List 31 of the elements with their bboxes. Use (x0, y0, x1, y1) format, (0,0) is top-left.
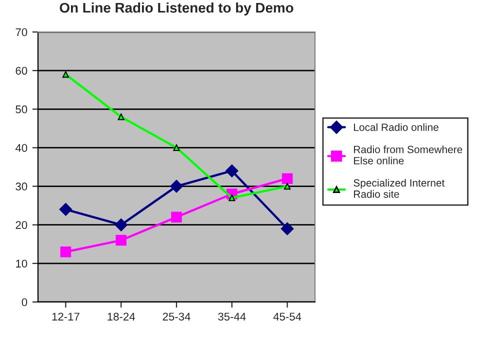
point (225, 164, 238, 178)
y-tick-label: 0 (22, 298, 28, 306)
chart-title: On Line Radio Listened to by Demo (60, 2, 294, 16)
point (228, 194, 236, 202)
y-tick-label: 40 (15, 144, 28, 152)
y-tick-label: 20 (16, 221, 28, 229)
y-tick-label: 70 (16, 28, 28, 36)
legend-label: Local Radio online (354, 123, 438, 131)
point (116, 234, 126, 246)
point (173, 144, 180, 152)
y-tick-label: 10 (16, 260, 28, 268)
y-tick-label: 60 (16, 66, 28, 75)
point (170, 180, 183, 193)
y-tick-label: 50 (16, 105, 28, 114)
point (171, 212, 182, 223)
point (280, 222, 294, 236)
point (284, 182, 291, 190)
x-tick-label: 12-17 (52, 312, 80, 320)
point (282, 173, 293, 184)
x-tick-label: 45-54 (273, 312, 302, 321)
legend-label: Radio from Somewhere Else online (354, 146, 462, 164)
y-tick-label: 30 (16, 182, 28, 190)
legend-label: Specialized Internet Radio site (354, 178, 445, 198)
x-tick-label: 25-34 (162, 312, 190, 321)
point (114, 218, 128, 232)
point (62, 71, 69, 78)
x-tick-label: 35-44 (218, 312, 246, 321)
point (59, 203, 72, 216)
x-tick-label: 18-24 (108, 312, 135, 321)
point (118, 114, 124, 120)
point (60, 246, 72, 258)
